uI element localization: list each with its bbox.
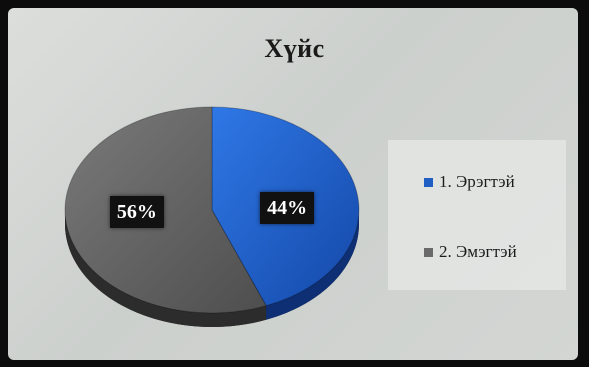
pie-slice-side-1	[266, 210, 359, 320]
legend-swatch-2	[424, 247, 433, 257]
legend-swatch-1	[424, 177, 433, 187]
legend-item-2: 2. Эмэгтэй	[424, 242, 517, 262]
data-label-1: 44%	[260, 191, 315, 224]
chart-title: Хүйс	[264, 34, 325, 63]
pie-slice-2	[64, 106, 267, 314]
legend-label-2: 2. Эмэгтэй	[439, 242, 517, 261]
legend-item-1: 1. Эрэгтэй	[424, 172, 515, 192]
legend-label-1: 1. Эрэгтэй	[439, 172, 515, 191]
chart-legend: 1. Эрэгтэй 2. Эмэгтэй	[388, 140, 566, 290]
data-label-2: 56%	[109, 196, 164, 229]
pie-slice-side-2	[65, 210, 267, 327]
